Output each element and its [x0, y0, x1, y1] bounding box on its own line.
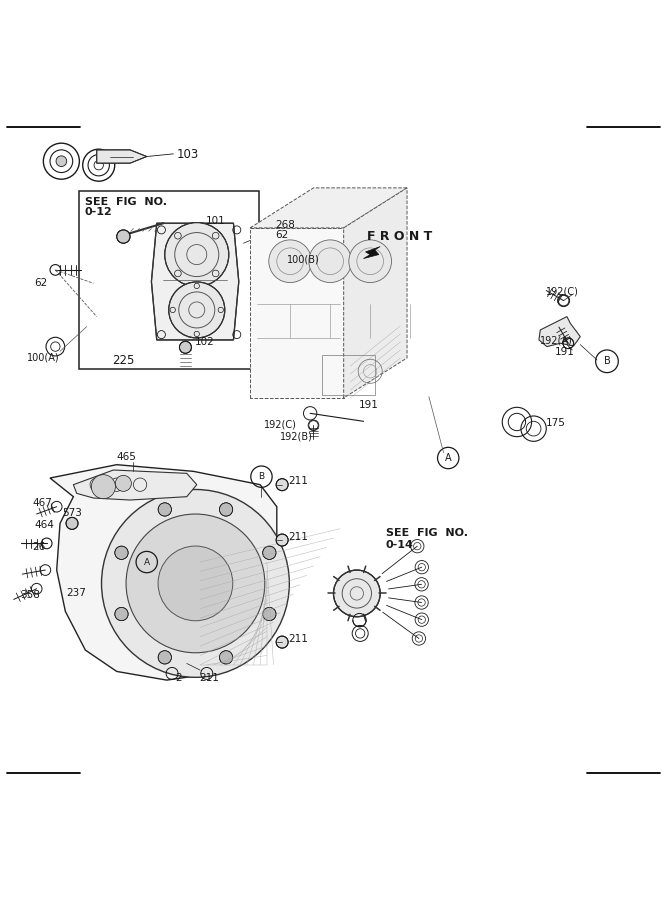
Circle shape	[115, 546, 128, 560]
Text: 464: 464	[35, 519, 55, 530]
Text: 103: 103	[177, 148, 199, 161]
Circle shape	[276, 636, 288, 648]
Text: 192(A): 192(A)	[540, 336, 573, 346]
Text: 175: 175	[546, 418, 566, 428]
Circle shape	[66, 518, 78, 529]
Polygon shape	[539, 317, 580, 346]
Text: 0-14: 0-14	[386, 540, 414, 550]
Circle shape	[56, 156, 67, 166]
Circle shape	[263, 608, 276, 621]
Circle shape	[169, 282, 225, 338]
Text: 102: 102	[195, 337, 215, 347]
Text: B: B	[604, 356, 610, 366]
Text: 192(C): 192(C)	[546, 286, 578, 296]
Text: 211: 211	[288, 634, 308, 643]
Polygon shape	[344, 188, 407, 398]
Circle shape	[263, 546, 276, 560]
Circle shape	[101, 490, 289, 678]
Circle shape	[334, 570, 380, 617]
Text: 573: 573	[62, 508, 82, 518]
Circle shape	[117, 230, 130, 243]
Text: 225: 225	[112, 354, 135, 367]
Text: 237: 237	[67, 589, 87, 598]
Bar	[321, 355, 375, 394]
Text: 191: 191	[359, 400, 379, 410]
Polygon shape	[250, 228, 344, 398]
Text: 268: 268	[275, 220, 295, 230]
Text: 62: 62	[35, 278, 48, 288]
Circle shape	[349, 240, 392, 283]
Circle shape	[158, 651, 171, 664]
Text: 467: 467	[32, 499, 52, 508]
Text: 211: 211	[288, 532, 308, 542]
Circle shape	[115, 608, 128, 621]
Circle shape	[276, 479, 288, 490]
Text: 26: 26	[32, 542, 45, 552]
Circle shape	[158, 503, 171, 516]
Text: SEE  FIG  NO.: SEE FIG NO.	[386, 528, 468, 538]
Text: 100(B): 100(B)	[287, 255, 319, 265]
Text: 0-12: 0-12	[85, 207, 113, 217]
Circle shape	[158, 546, 233, 621]
Circle shape	[115, 475, 131, 491]
Polygon shape	[50, 464, 277, 680]
Text: 101: 101	[205, 216, 225, 226]
Text: 191: 191	[555, 347, 575, 357]
Polygon shape	[250, 188, 407, 228]
Text: A: A	[143, 558, 150, 567]
Circle shape	[276, 534, 288, 546]
Text: 192(C): 192(C)	[263, 419, 296, 429]
Text: 100(A): 100(A)	[27, 353, 59, 363]
Circle shape	[126, 514, 265, 652]
Circle shape	[269, 240, 311, 283]
Text: 192(B): 192(B)	[280, 432, 313, 442]
Polygon shape	[151, 223, 239, 340]
Circle shape	[165, 222, 229, 286]
Text: 2: 2	[175, 673, 181, 683]
Bar	[79, 191, 259, 369]
Text: B: B	[258, 472, 265, 482]
Circle shape	[309, 240, 352, 283]
Circle shape	[219, 503, 233, 516]
Text: A: A	[445, 453, 452, 463]
Polygon shape	[73, 470, 197, 500]
Circle shape	[91, 474, 115, 499]
Polygon shape	[364, 247, 380, 258]
Circle shape	[179, 341, 191, 354]
Text: F R O N T: F R O N T	[367, 230, 432, 243]
Text: 358: 358	[20, 590, 40, 600]
Circle shape	[219, 651, 233, 664]
Polygon shape	[97, 149, 147, 163]
Text: 62: 62	[275, 230, 289, 239]
Text: 211: 211	[199, 673, 219, 683]
Text: 211: 211	[288, 476, 308, 486]
Text: SEE  FIG  NO.: SEE FIG NO.	[85, 197, 167, 207]
Text: 465: 465	[117, 452, 137, 462]
